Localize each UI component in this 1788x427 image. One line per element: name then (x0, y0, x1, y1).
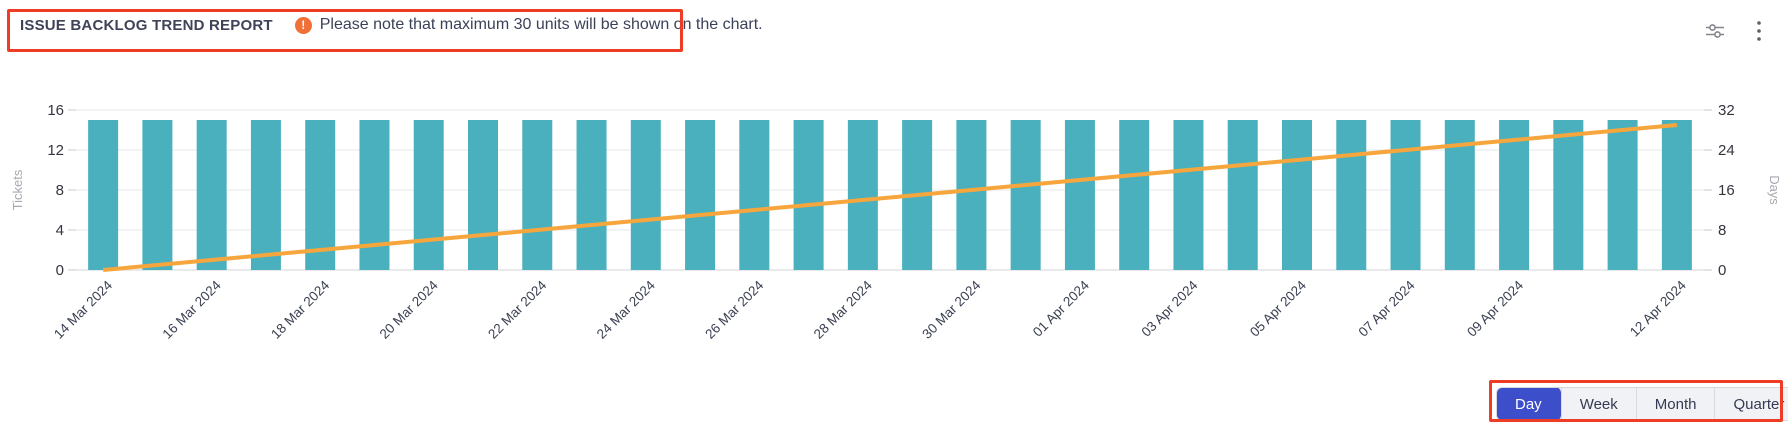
x-axis-tick-label: 28 Mar 2024 (811, 277, 876, 342)
bar (522, 120, 553, 270)
x-axis-tick-label: 12 Apr 2024 (1627, 277, 1689, 339)
report-header: ISSUE BACKLOG TREND REPORT ! Please note… (20, 16, 763, 34)
x-axis-tick-label: 14 Mar 2024 (51, 277, 116, 342)
left-axis-title: Tickets (10, 169, 25, 210)
x-axis-tick-label: 01 Apr 2024 (1030, 277, 1092, 339)
bar (1661, 120, 1692, 270)
bar (1336, 120, 1367, 270)
left-axis-tick-label: 0 (56, 262, 64, 279)
kebab-menu-icon[interactable] (1754, 18, 1764, 44)
trend-line (102, 123, 1678, 272)
period-button-week[interactable]: Week (1560, 388, 1636, 420)
bar (142, 120, 173, 270)
bar (630, 120, 661, 270)
right-axis-tick-label: 0 (1718, 262, 1726, 279)
bar (685, 120, 716, 270)
x-axis-tick-label: 16 Mar 2024 (160, 277, 225, 342)
bar (88, 120, 119, 270)
bar (1282, 120, 1312, 270)
filter-sliders-icon[interactable] (1702, 19, 1728, 43)
bar (1119, 120, 1150, 270)
period-button-month[interactable]: Month (1635, 388, 1715, 420)
alert-circle-icon: ! (294, 16, 312, 34)
left-axis-tick-label: 12 (47, 142, 64, 159)
bar (305, 120, 336, 270)
x-axis-tick-label: 05 Apr 2024 (1247, 277, 1309, 339)
x-axis-tick-label: 26 Mar 2024 (702, 277, 767, 342)
bar (956, 120, 987, 270)
x-axis-tick-label: 09 Apr 2024 (1464, 277, 1526, 339)
period-button-quarter[interactable]: Quarter (1714, 388, 1788, 420)
period-button-day[interactable]: Day (1497, 388, 1561, 420)
chart-toolbar (1702, 18, 1764, 44)
x-axis-tick-label: 03 Apr 2024 (1138, 277, 1200, 339)
x-axis-tick-label: 20 Mar 2024 (377, 277, 442, 342)
bar (1064, 120, 1095, 270)
left-axis-tick-label: 16 (47, 102, 64, 119)
x-axis-tick-label: 24 Mar 2024 (594, 277, 659, 342)
bar (1553, 120, 1584, 270)
bar (1390, 120, 1421, 270)
right-axis-title: Days (1767, 175, 1782, 205)
bar (576, 120, 607, 270)
bar (250, 120, 281, 270)
report-title: ISSUE BACKLOG TREND REPORT (20, 16, 273, 34)
report-note: ! Please note that maximum 30 units will… (294, 16, 763, 34)
report-note-text: Please note that maximum 30 units will b… (319, 16, 763, 33)
x-axis-tick-label: 07 Apr 2024 (1356, 277, 1418, 339)
bar (413, 120, 444, 270)
bar (793, 120, 824, 270)
bar (1173, 120, 1204, 270)
bar (196, 120, 227, 270)
bar (847, 120, 878, 270)
right-axis-tick-label: 8 (1718, 222, 1726, 239)
bar (468, 120, 498, 270)
left-axis-tick-label: 8 (56, 182, 64, 199)
bar (1227, 120, 1258, 270)
x-axis-tick-label: 30 Mar 2024 (919, 277, 984, 342)
right-axis-tick-label: 32 (1718, 102, 1735, 119)
left-axis-tick-label: 4 (56, 222, 64, 239)
x-axis-tick-label: 22 Mar 2024 (485, 277, 550, 342)
bar (1010, 120, 1041, 270)
right-axis-tick-label: 24 (1718, 142, 1735, 159)
bar (1607, 120, 1638, 270)
bar (1499, 120, 1530, 270)
period-selector: Day Week Month Quarter (1496, 387, 1788, 421)
bar (739, 120, 770, 270)
x-axis-tick-label: 18 Mar 2024 (268, 277, 333, 342)
right-axis-tick-label: 16 (1718, 182, 1735, 199)
